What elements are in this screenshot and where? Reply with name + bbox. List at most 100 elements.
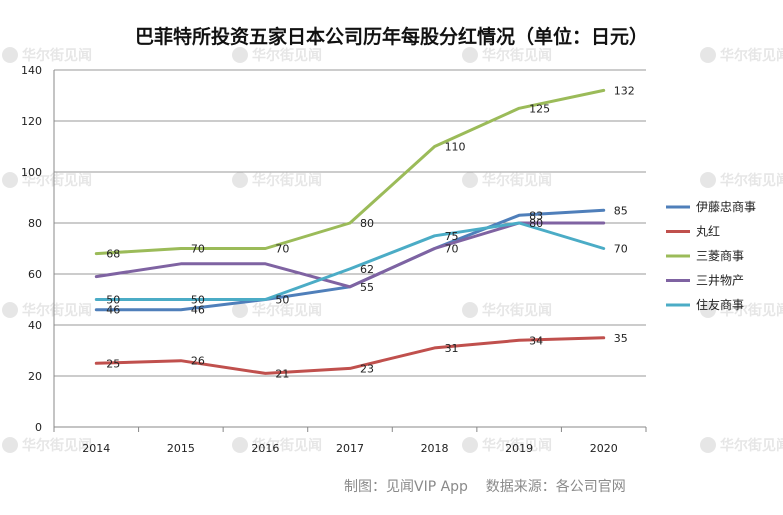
watermark-text: 华尔街见闻 [720, 47, 783, 64]
data-label: 46 [106, 304, 120, 317]
y-tick-label: 40 [28, 319, 42, 332]
watermark: 华尔街见闻 [232, 302, 322, 319]
legend-label: 三井物产 [696, 274, 744, 288]
watermark-text: 华尔街见闻 [252, 47, 322, 64]
y-tick-label: 80 [28, 217, 42, 230]
data-label: 70 [275, 243, 289, 256]
data-label: 62 [360, 263, 374, 276]
data-label: 70 [191, 243, 205, 256]
watermark: 华尔街见闻 [462, 437, 552, 454]
data-label: 31 [445, 342, 459, 355]
legend-item: 伊藤忠商事 [666, 199, 756, 214]
data-label: 26 [191, 355, 205, 368]
x-tick-label: 2017 [336, 442, 364, 455]
chart-credit: 制图：见闻VIP App 数据来源：各公司官网 [344, 479, 626, 495]
axes: 0 20 40 60 80 100 120 140 2014 2015 2016 2017 2018 20… [21, 64, 647, 455]
watermark: 华尔街见闻 [700, 302, 783, 319]
y-tick-label: 60 [28, 268, 42, 281]
watermark-logo-icon [232, 47, 248, 63]
data-label: 21 [275, 367, 289, 380]
data-label: 46 [191, 304, 205, 317]
x-tick-label: 2014 [82, 442, 110, 455]
data-label: 80 [360, 217, 374, 230]
y-tick-label: 20 [28, 370, 42, 383]
data-label: 55 [360, 281, 374, 294]
watermark-logo-icon [2, 302, 18, 318]
watermark-logo-icon [700, 302, 716, 318]
watermark-logo-icon [2, 437, 18, 453]
data-label: 68 [106, 248, 120, 261]
y-tick-label: 120 [21, 115, 42, 128]
watermark-logo-icon [232, 172, 248, 188]
watermark: 华尔街见闻 [462, 172, 552, 189]
data-label: 34 [529, 334, 543, 347]
watermark-logo-icon [2, 47, 18, 63]
x-tick-label: 2020 [590, 442, 618, 455]
gridlines [54, 69, 646, 428]
watermark: 华尔街见闻 [2, 172, 92, 189]
watermark: 华尔街见闻 [2, 302, 92, 319]
watermark-text: 华尔街见闻 [482, 437, 552, 454]
watermark-text: 华尔街见闻 [22, 302, 92, 319]
chart-title: 巴菲特所投资五家日本公司历年每股分红情况（单位：日元） [134, 26, 648, 48]
watermark-text: 华尔街见闻 [482, 47, 552, 64]
x-tick-label: 2018 [421, 442, 449, 455]
data-label: 35 [614, 332, 628, 345]
data-label: 50 [106, 294, 120, 307]
x-tick-label: 2019 [505, 442, 533, 455]
watermark-layer: 华尔街见闻华尔街见闻华尔街见闻华尔街见闻华尔街见闻华尔街见闻华尔街见闻华尔街见闻… [2, 47, 783, 454]
watermark-logo-icon [2, 172, 18, 188]
data-label: 25 [106, 357, 120, 370]
watermark: 华尔街见闻 [700, 437, 783, 454]
watermark-text: 华尔街见闻 [22, 172, 92, 189]
watermark-logo-icon [700, 47, 716, 63]
data-label: 85 [614, 204, 628, 217]
data-label: 83 [529, 209, 543, 222]
data-label: 132 [614, 84, 635, 97]
watermark-text: 华尔街见闻 [252, 437, 322, 454]
legend-label: 住友商事 [696, 297, 744, 312]
y-tick-label: 100 [21, 166, 42, 179]
watermark-text: 华尔街见闻 [482, 302, 552, 319]
watermark-text: 华尔街见闻 [22, 47, 92, 64]
y-tick-label: 0 [35, 421, 42, 434]
data-label: 125 [529, 102, 550, 115]
legend-item: 住友商事 [666, 297, 744, 312]
data-label: 50 [275, 294, 289, 307]
watermark: 华尔街见闻 [232, 172, 322, 189]
watermark-text: 华尔街见闻 [22, 437, 92, 454]
legend-label: 伊藤忠商事 [696, 199, 756, 214]
watermark-logo-icon [462, 172, 478, 188]
series-line-4 [94, 221, 606, 289]
watermark: 华尔街见闻 [700, 47, 783, 64]
watermark-logo-icon [232, 437, 248, 453]
series-line-3 [94, 88, 606, 256]
series-lines [94, 88, 606, 375]
watermark: 华尔街见闻 [2, 437, 92, 454]
watermark-text: 华尔街见闻 [720, 437, 783, 454]
watermark-text: 华尔街见闻 [720, 172, 783, 189]
legend-item: 三菱商事 [666, 248, 744, 263]
watermark: 华尔街见闻 [462, 47, 552, 64]
watermark-logo-icon [232, 302, 248, 318]
legend-item: 丸红 [666, 224, 720, 239]
watermark: 华尔街见闻 [462, 302, 552, 319]
watermark: 华尔街见闻 [700, 172, 783, 189]
series-line-5 [94, 221, 606, 301]
watermark: 华尔街见闻 [232, 47, 322, 64]
data-label: 70 [445, 243, 459, 256]
y-tick-label: 140 [21, 64, 42, 77]
watermark-logo-icon [462, 302, 478, 318]
data-labels: 46 46 55 83 85 25 26 21 23 31 34 35 68 70 70 80 110 125 13… [106, 84, 634, 380]
legend-label: 丸红 [696, 224, 720, 239]
watermark: 华尔街见闻 [2, 47, 92, 64]
watermark-logo-icon [462, 47, 478, 63]
x-tick-label: 2015 [167, 442, 195, 455]
data-label: 75 [445, 230, 459, 243]
watermark-text: 华尔街见闻 [252, 302, 322, 319]
data-label: 50 [191, 294, 205, 307]
series-line-2 [94, 336, 606, 375]
